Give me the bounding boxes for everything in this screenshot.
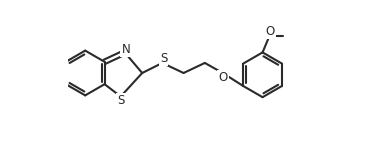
Text: O: O bbox=[218, 71, 228, 84]
Text: N: N bbox=[121, 42, 130, 56]
Text: O: O bbox=[265, 25, 274, 38]
Text: S: S bbox=[160, 52, 167, 65]
Text: S: S bbox=[117, 94, 124, 107]
